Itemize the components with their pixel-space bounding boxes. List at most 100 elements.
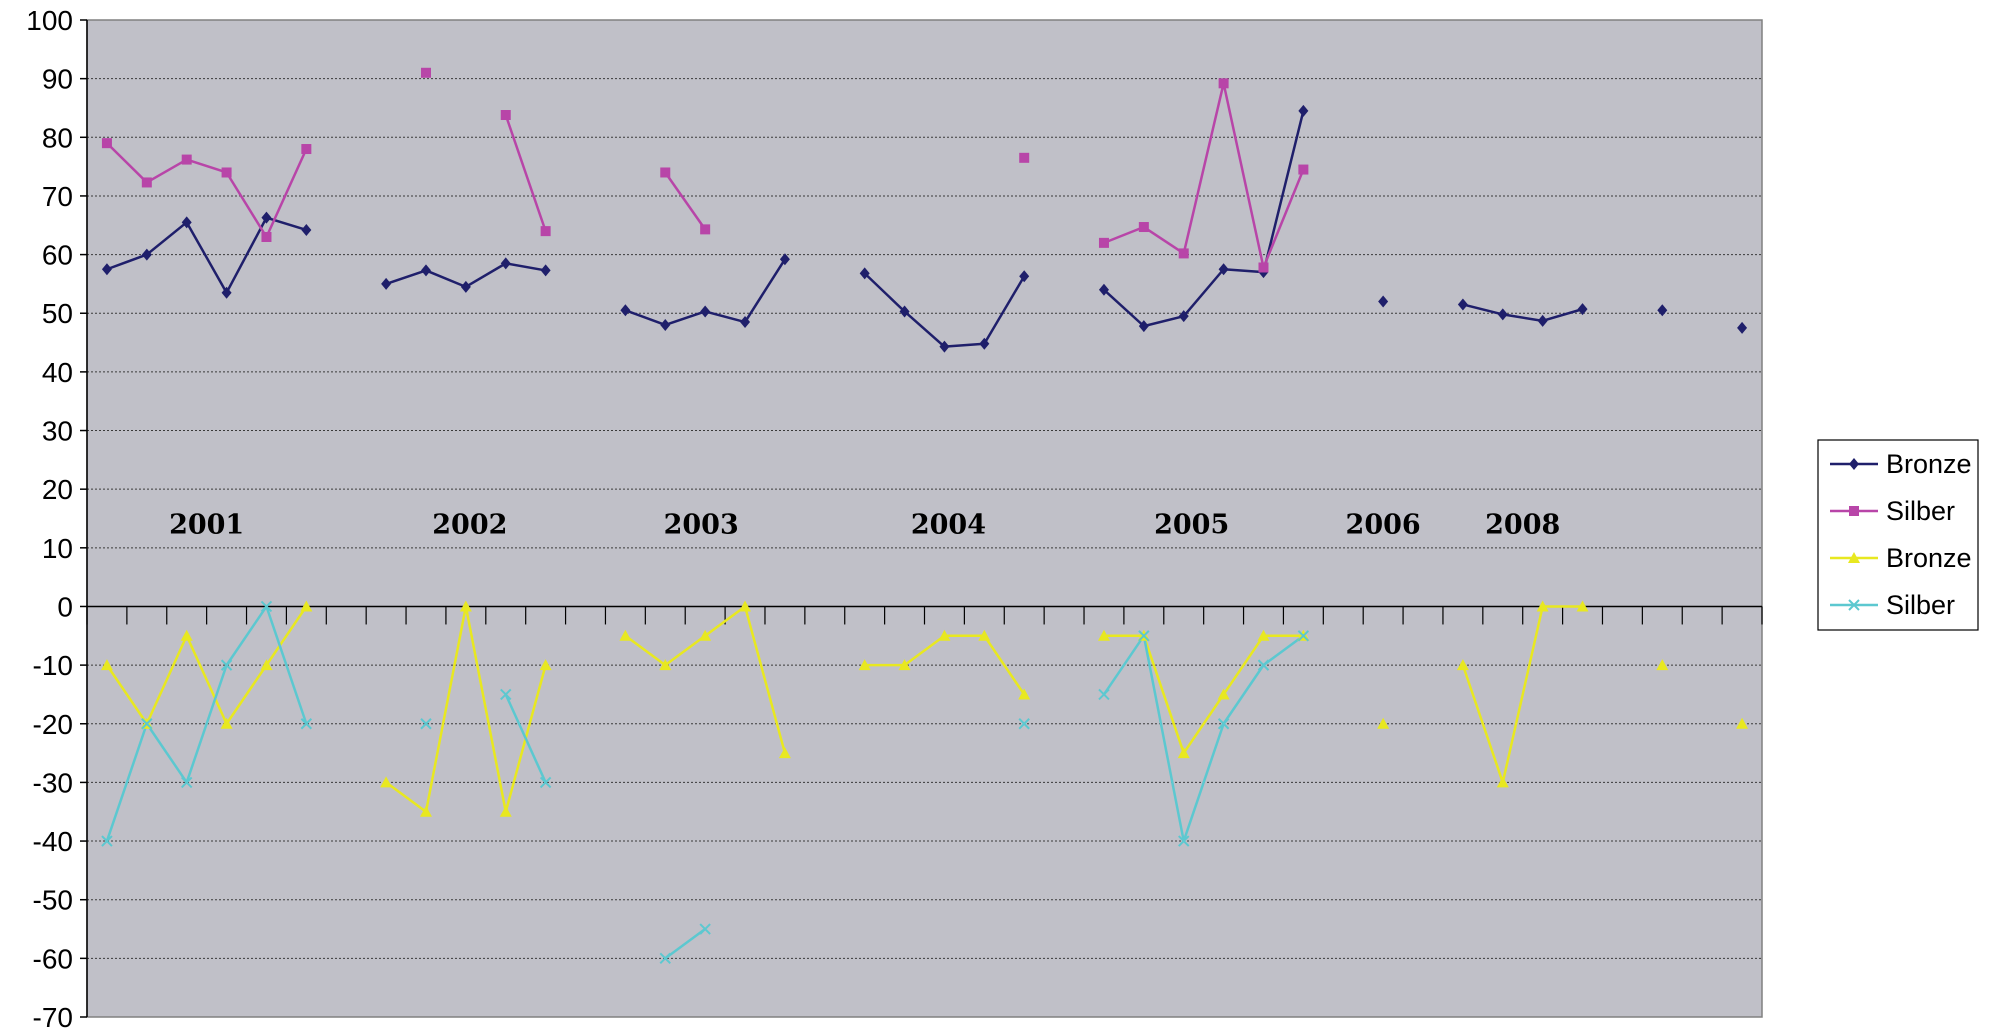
series-1-point <box>899 305 910 318</box>
series-1-point <box>181 216 192 229</box>
series-2-point <box>181 154 192 165</box>
series-1-point <box>1019 270 1030 283</box>
series-3-point <box>180 629 193 641</box>
series-3-point <box>1656 659 1669 671</box>
series-3-line <box>1103 634 1304 755</box>
y-tick-label: 100 <box>26 5 73 36</box>
series-2-point <box>1138 222 1149 233</box>
plot-area <box>86 19 1763 1018</box>
series-1-point <box>979 337 990 350</box>
series-3-point <box>260 659 273 671</box>
series-3-point <box>699 629 712 641</box>
series-3-point <box>978 629 991 641</box>
series-4-point <box>1297 630 1310 642</box>
series-1-point <box>540 264 551 277</box>
series-1-point <box>1138 320 1149 333</box>
series-1-point <box>740 316 751 329</box>
series-1-point <box>221 286 232 299</box>
y-tick-label: -50 <box>33 885 73 916</box>
series-3-line <box>1461 605 1583 784</box>
series-4-point <box>500 688 512 701</box>
series-2-point <box>301 144 312 155</box>
y-tick-label: 60 <box>42 240 73 271</box>
series-3-point <box>419 805 432 817</box>
series-2-point <box>700 224 711 235</box>
series-1-point <box>1378 295 1389 308</box>
series-2-point <box>101 138 112 149</box>
series-4-point <box>539 776 552 789</box>
y-tick-label: 40 <box>42 357 73 388</box>
series-3-point <box>539 659 552 671</box>
series-1-point <box>660 318 671 331</box>
legend-marker <box>1848 552 1860 563</box>
y-axis-tick-labels: 1009080706050403020100-10-20-30-40-50-60… <box>26 5 73 1032</box>
series-1-point <box>101 263 112 276</box>
legend-label: Silber <box>1886 496 1955 526</box>
year-label-2004: 2004 <box>911 509 986 540</box>
year-label-2002: 2002 <box>432 509 507 540</box>
series-4-point <box>699 923 711 935</box>
year-label-2005: 2005 <box>1154 509 1229 540</box>
series-1-point <box>859 267 870 280</box>
series-1-point <box>700 305 711 318</box>
series-3-point <box>300 600 313 612</box>
series-3-point <box>1536 600 1549 612</box>
series-4-point <box>180 776 193 789</box>
series-1-point <box>420 264 431 277</box>
series-2-line <box>106 142 308 239</box>
legend-label: Silber <box>1886 590 1955 620</box>
series-3-point <box>659 659 672 671</box>
series-4-point <box>141 718 153 730</box>
series-1-line <box>1462 303 1583 323</box>
series-4-point <box>1257 659 1270 671</box>
series-3-point <box>778 747 791 759</box>
year-label-2003: 2003 <box>664 509 739 540</box>
series-4-point <box>260 600 273 613</box>
series-2-point <box>221 167 232 178</box>
series-4-point <box>420 718 432 730</box>
series-3-point <box>739 600 752 612</box>
series-1-point <box>1537 314 1548 327</box>
y-tick-label: 50 <box>42 298 73 329</box>
legend-marker <box>1849 506 1859 516</box>
series-2-point <box>1178 248 1189 259</box>
y-tick-label: -30 <box>33 767 73 798</box>
series-2-point <box>261 231 272 242</box>
series-3-point <box>1496 776 1509 788</box>
series-4-point <box>659 952 671 965</box>
series-2-point <box>1098 237 1109 248</box>
series-4-point <box>1138 630 1150 642</box>
series-4-line <box>504 693 547 783</box>
series-4-point <box>300 718 313 730</box>
series-3-point <box>380 776 393 788</box>
series-1-point <box>1178 310 1189 323</box>
x-axis-ticks <box>86 606 1763 625</box>
series-2-line <box>664 171 707 231</box>
series-1-point <box>141 248 152 261</box>
series-4-point <box>1098 688 1110 701</box>
series-1-point <box>500 257 511 270</box>
y-tick-label: -20 <box>33 709 73 740</box>
y-tick-label: 10 <box>42 533 73 564</box>
series-1-point <box>1497 308 1508 321</box>
series-4-point <box>220 659 233 671</box>
year-labels: 2001 2002 2003 2004 2005 2006 2008 <box>169 509 1560 540</box>
series-lines <box>105 82 1583 960</box>
y-tick-label: -10 <box>33 650 73 681</box>
series-3-point <box>220 717 233 729</box>
series-4-line <box>1102 634 1305 843</box>
series-2-point <box>1218 78 1229 89</box>
y-tick-label: 80 <box>42 122 73 153</box>
series-3-point <box>1576 600 1589 612</box>
series-3-point <box>1257 629 1270 641</box>
series-markers <box>100 67 1749 965</box>
legend-marker <box>1849 458 1859 470</box>
legend: Bronze Silber Bronze Silber <box>1817 439 1979 631</box>
legend-label: Bronze <box>1886 543 1972 573</box>
series-1-point <box>1298 104 1309 117</box>
series-3-point <box>1377 717 1390 729</box>
legend-box <box>1817 439 1979 631</box>
series-3-point <box>499 805 512 817</box>
series-4-point <box>1178 835 1190 847</box>
